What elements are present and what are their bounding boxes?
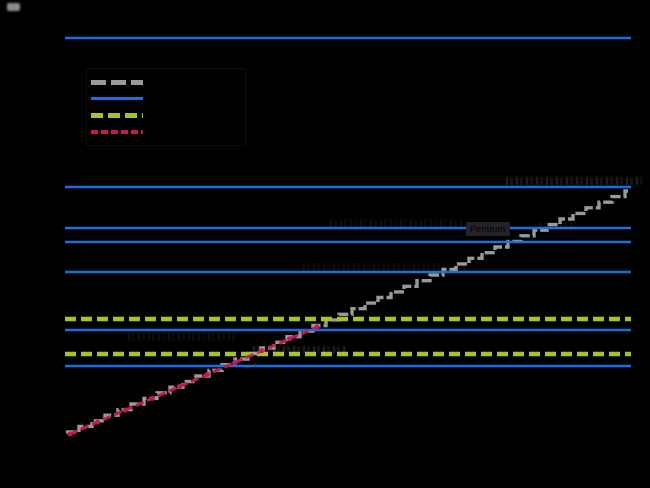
legend <box>86 68 246 146</box>
illegible-annotation-4 <box>303 263 467 271</box>
illegible-annotation-3 <box>540 222 576 230</box>
legend-swatch-green-line <box>91 113 143 118</box>
legend-swatch-blue-line <box>91 97 143 100</box>
illegible-annotation-2 <box>330 219 464 227</box>
corner-artifact <box>7 3 20 11</box>
illegible-annotation-6 <box>253 346 345 354</box>
annotation-pentium: Pentium <box>466 222 510 236</box>
illegible-annotation-5 <box>128 333 238 341</box>
legend-swatch-pink-line <box>91 130 143 134</box>
illegible-annotation-1 <box>506 177 642 185</box>
legend-swatch-gray-line <box>91 80 143 85</box>
